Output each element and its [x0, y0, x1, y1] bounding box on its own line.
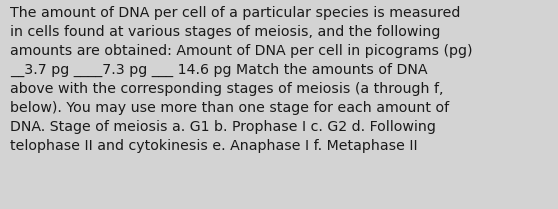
- Text: The amount of DNA per cell of a particular species is measured
in cells found at: The amount of DNA per cell of a particul…: [10, 6, 473, 153]
